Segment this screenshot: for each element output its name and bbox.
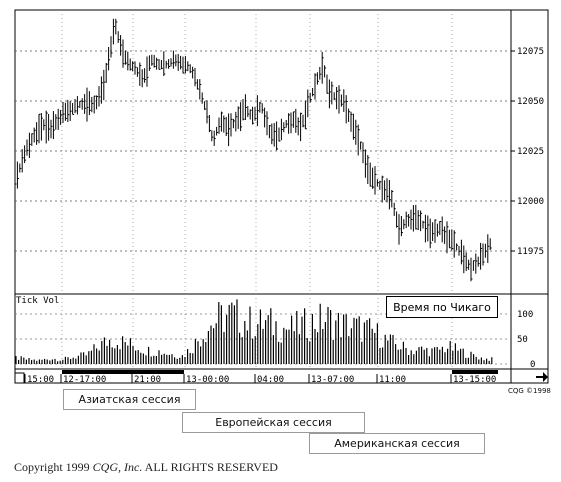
copyright-company: CQG, Inc.	[92, 460, 143, 474]
vendor-mark: CQG ©1998	[508, 387, 551, 395]
legend-chicago-time: Время по Чикаго	[386, 296, 498, 318]
session-american-label: Американская сессия	[309, 433, 485, 454]
time-axis-highlight	[452, 370, 498, 374]
time-tick-label: 15:00	[27, 375, 54, 385]
copyright-suffix: ALL RIGHTS RESERVED	[142, 460, 278, 474]
session-european-text: Европейская сессия	[215, 416, 332, 429]
time-axis-scroll-box	[14, 372, 25, 384]
time-tick-label: 04:00	[257, 375, 284, 385]
session-european-label: Европейская сессия	[182, 412, 365, 433]
price-bars	[14, 18, 492, 282]
price-tick-label: 12075	[517, 47, 544, 57]
arrow-right-icon	[536, 372, 548, 382]
time-tick-label: 11:00	[379, 375, 406, 385]
volume-bars	[15, 299, 493, 364]
time-tick-label: 13-07:00	[311, 375, 354, 385]
copyright-notice: Copyright 1999 CQG, Inc. ALL RIGHTS RESE…	[14, 460, 278, 475]
chart-frame	[14, 9, 549, 384]
time-tick-label: 13-15:00	[453, 375, 496, 385]
volume-tick-label: 100	[517, 310, 533, 320]
volume-axis-ticks: 100 50 0	[517, 310, 535, 370]
price-tick-label: 12050	[517, 97, 544, 107]
time-axis: 15:00 12-17:00 21:00 13-00:00 04:00 13-07:00 1…	[14, 370, 498, 385]
time-tick-label: 12-17:00	[63, 375, 106, 385]
session-asian-text: Азиатская сессия	[78, 393, 181, 406]
price-tick-label: 12000	[517, 197, 544, 207]
time-axis-highlight	[62, 370, 184, 374]
volume-axis-label: Tick Vol	[16, 296, 59, 306]
time-tick-label: 13-00:00	[186, 375, 229, 385]
legend-text: Время по Чикаго	[393, 300, 491, 314]
session-asian-label: Азиатская сессия	[63, 389, 196, 410]
volume-tick-label: 50	[517, 335, 528, 345]
copyright-prefix: Copyright 1999	[14, 460, 93, 474]
time-tick-label: 21:00	[134, 375, 161, 385]
session-american-text: Американская сессия	[334, 437, 460, 450]
price-axis-ticks: 12075 12050 12025 12000 11975	[511, 47, 544, 257]
outer-frame	[14, 9, 549, 384]
price-tick-label: 12025	[517, 147, 544, 157]
price-tick-label: 11975	[517, 247, 544, 257]
volume-tick-label: 0	[530, 360, 535, 370]
